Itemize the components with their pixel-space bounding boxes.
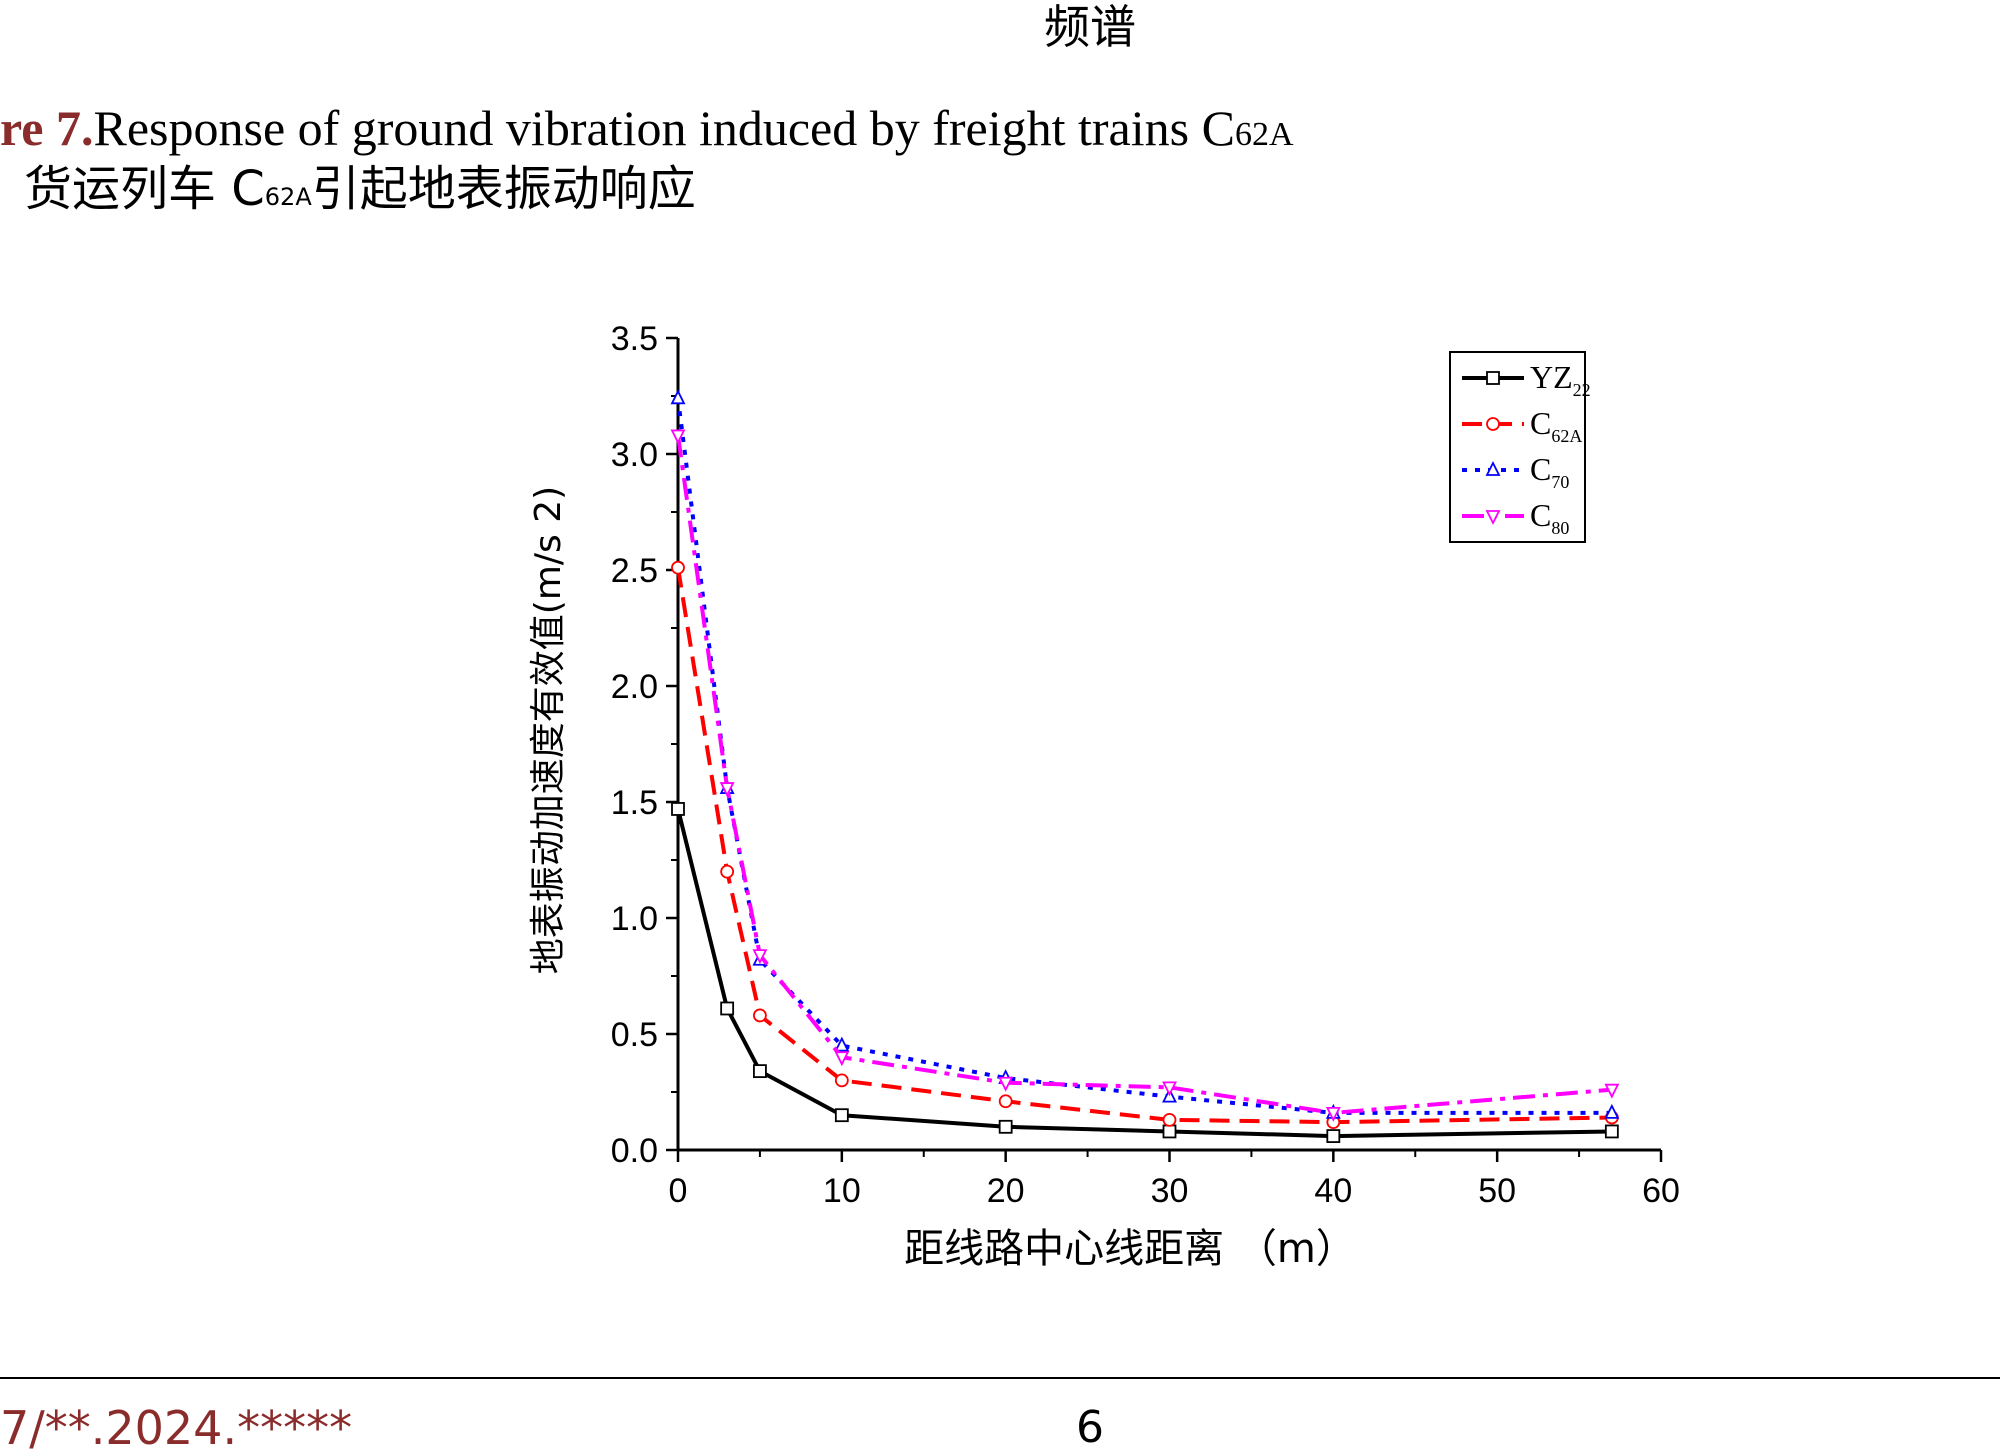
x-tick-label: 0 [669,1172,688,1210]
data-point [1604,1124,1619,1139]
figure-title-chinese-pre: 货运列车 C [24,161,265,217]
x-tick-label: 30 [1151,1172,1189,1210]
data-point [753,1008,767,1023]
legend-label-main: YZ [1530,359,1573,395]
data-point [1326,1129,1341,1143]
chart-ticks: 0 10 20 30 40 50 60 0.0 0.5 1.0 1.5 2.0 2.5 3.0 3.5 [611,320,1680,1210]
series-line-C70 [676,398,1612,1115]
data-point [998,1076,1014,1092]
x-tick-label: 50 [1478,1172,1516,1210]
chart-series [670,389,1620,1143]
data-point [834,1051,850,1067]
data-point [753,1064,767,1079]
legend-label-C70: C70 [1530,451,1569,492]
data-point [834,1036,850,1052]
y-tick-label: 0.0 [611,1132,658,1170]
legend-label-subscript: 80 [1551,518,1569,538]
data-point [834,1073,849,1088]
data-point [670,429,686,445]
data-point [1162,1112,1177,1127]
data-point [1485,460,1501,476]
top-caption: 频谱 [1044,0,1136,54]
data-point [834,1108,849,1123]
data-point [1486,417,1500,431]
legend-label-subscript: 22 [1573,380,1591,400]
y-tick-label: 1.5 [611,784,658,822]
figure-title-chinese-post: 引起地表振动响应 [311,161,696,217]
legend-label-subscript: 62A [1551,426,1582,446]
figure-title-chinese-subscript: 62A [264,183,312,211]
x-tick-label: 40 [1314,1172,1352,1210]
figure-title-english-subscript: 62A [1234,116,1294,153]
data-point [1162,1081,1177,1097]
legend-box [1449,351,1586,543]
data-point [671,802,685,816]
legend-label-C62A: C62A [1530,405,1582,446]
data-point [719,782,735,798]
legend-label-main: C [1530,405,1551,441]
data-point [998,1119,1013,1134]
figure-label: re 7. [0,100,94,156]
y-tick-label: 1.0 [611,900,658,938]
y-axis-label: 地表振动加速度有效值(m/s 2) [528,486,569,974]
footer-doi: 7/**.2024.***** [0,1401,353,1455]
legend-label-main: C [1530,497,1551,533]
data-point [1486,371,1500,385]
y-tick-label: 3.5 [611,320,658,358]
footer-page-number: 6 [1076,1402,1104,1453]
data-point [720,1001,735,1016]
footer-rule [0,1377,2000,1379]
x-tick-label: 20 [987,1172,1025,1210]
data-point [1325,1106,1341,1122]
y-tick-label: 2.0 [611,668,658,706]
data-point [752,949,768,965]
y-tick-label: 0.5 [611,1016,658,1054]
data-point [1604,1083,1620,1099]
data-point [998,1094,1013,1109]
figure-title-english: Response of ground vibration induced by … [93,100,1235,156]
data-point [720,864,735,879]
data-point [1162,1124,1177,1139]
series-line-YZ22 [676,808,1612,1139]
y-tick-label: 2.5 [611,552,658,590]
x-tick-label: 10 [823,1172,861,1210]
legend-label-subscript: 70 [1551,472,1569,492]
figure-caption-english: re 7.Response of ground vibration induce… [0,98,1294,165]
legend-label-C80: C80 [1530,497,1569,538]
x-axis-label: 距线路中心线距离 （m） [904,1226,1356,1272]
legend-label-main: C [1530,451,1551,487]
series-line-C80 [676,435,1613,1115]
data-point [670,389,686,405]
series-line-C62A [676,567,1612,1125]
y-tick-label: 3.0 [611,436,658,474]
x-tick-label: 60 [1642,1172,1680,1210]
figure-caption-chinese: 货运列车 C62A引起地表振动响应 [24,160,696,226]
data-point [1604,1103,1620,1119]
legend-label-YZ22: YZ22 [1530,359,1591,400]
data-point [671,560,685,575]
data-point [1485,510,1501,526]
